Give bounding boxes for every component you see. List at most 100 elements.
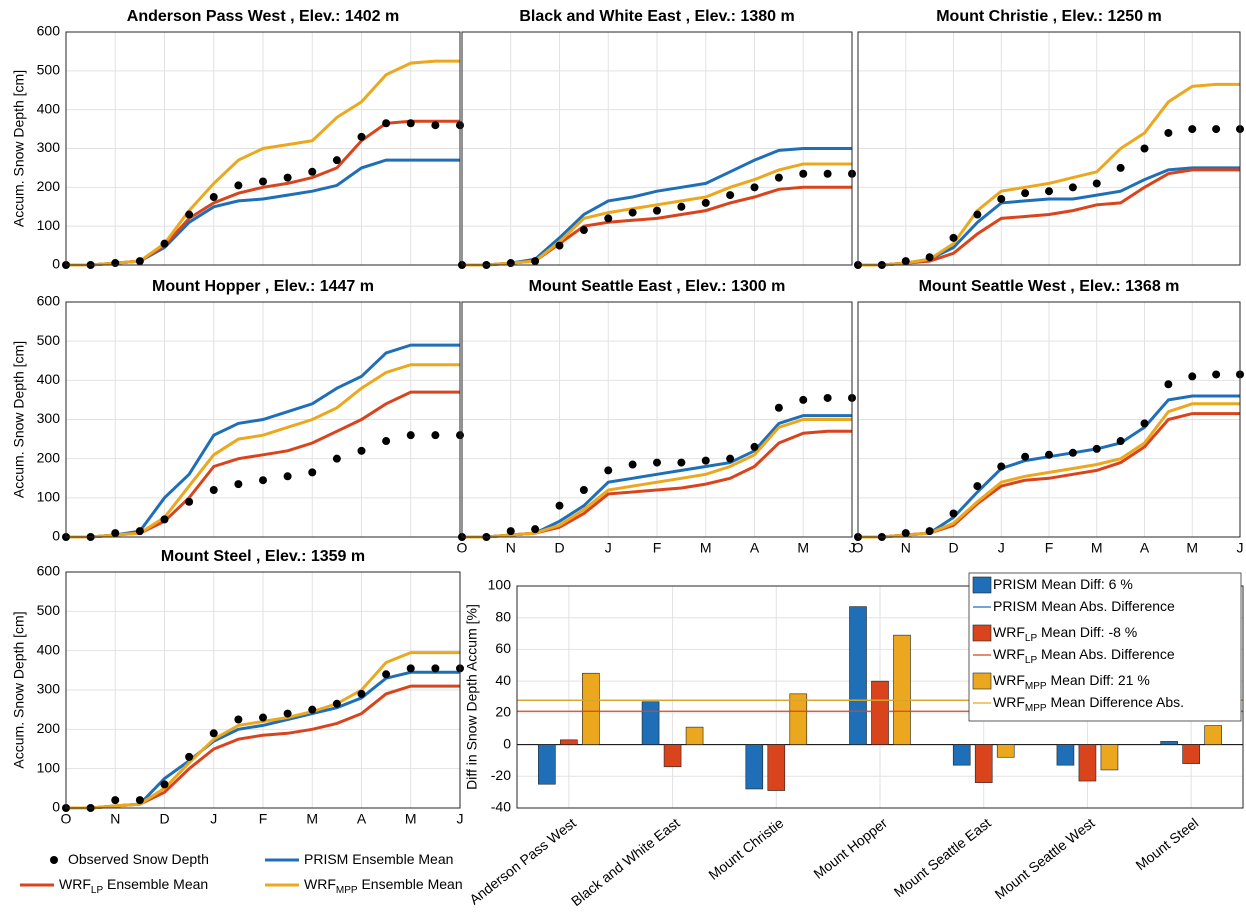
y-tick-label: 400 xyxy=(37,371,61,387)
observed-point xyxy=(332,699,341,708)
observed-point xyxy=(925,253,934,262)
observed-point xyxy=(1188,372,1197,381)
y-axis-label: Accum. Snow Depth [cm] xyxy=(11,611,27,768)
y-tick-label: -40 xyxy=(491,799,511,815)
legend-label: WRFMPP Ensemble Mean xyxy=(304,876,463,896)
observed-point xyxy=(259,177,267,186)
bar xyxy=(560,739,578,745)
x-tick-label: Mount Seattle East xyxy=(891,815,994,901)
bar xyxy=(789,693,808,745)
observed-point xyxy=(185,210,194,219)
observed-point xyxy=(135,257,144,266)
y-tick-label: 200 xyxy=(37,449,61,465)
text-part: Mean Difference Abs. xyxy=(1047,694,1184,710)
bar xyxy=(1182,744,1200,764)
legend-label: PRISM Mean Abs. Difference xyxy=(993,598,1175,614)
y-tick-label: 400 xyxy=(37,641,61,657)
y-tick-label: 500 xyxy=(37,332,61,348)
bar xyxy=(952,744,971,766)
y-tick-label: 400 xyxy=(37,100,61,116)
series-line xyxy=(66,363,460,539)
observed-point xyxy=(308,705,317,714)
x-tick-label: D xyxy=(948,540,958,556)
x-tick-label: Anderson Pass West xyxy=(466,815,579,908)
observed-point xyxy=(1140,419,1149,428)
observed-point xyxy=(135,527,144,536)
observed-point xyxy=(406,119,415,128)
observed-point xyxy=(185,752,194,761)
observed-point xyxy=(555,501,564,510)
observed-point xyxy=(628,208,637,217)
observed-point xyxy=(997,462,1006,471)
axes-frame xyxy=(857,301,1241,538)
observed-point xyxy=(332,454,341,463)
observed-point xyxy=(1188,125,1197,134)
legend-label: PRISM Mean Diff: 6 % xyxy=(993,576,1133,592)
text-part: WRF xyxy=(993,646,1025,662)
observed-point xyxy=(555,241,564,250)
observed-point xyxy=(308,468,317,477)
observed-point xyxy=(1068,448,1077,457)
observed-point xyxy=(1045,450,1053,459)
observed-point xyxy=(357,132,366,141)
x-tick-label: Black and White East xyxy=(568,815,683,910)
text-part: Mean Diff: 21 % xyxy=(1047,672,1150,688)
observed-point xyxy=(431,431,440,440)
text-part: WRF xyxy=(59,876,91,892)
observed-point xyxy=(209,193,218,202)
x-tick-label: A xyxy=(357,811,367,827)
observed-point xyxy=(382,437,391,446)
observed-point xyxy=(1021,189,1030,198)
x-tick-label: N xyxy=(110,811,120,827)
y-tick-label: 0 xyxy=(503,735,511,751)
observed-point xyxy=(949,509,958,518)
observed-point xyxy=(726,454,735,463)
observed-point xyxy=(1068,183,1077,192)
observed-point xyxy=(653,206,661,215)
bar xyxy=(849,606,867,745)
observed-point xyxy=(823,169,832,178)
y-tick-label: 500 xyxy=(37,62,61,78)
series-line xyxy=(66,59,460,267)
y-tick-label: 100 xyxy=(488,577,512,593)
x-tick-label: A xyxy=(750,540,760,556)
x-tick-label: J xyxy=(457,811,464,827)
x-tick-label: F xyxy=(1045,540,1054,556)
subscript: MPP xyxy=(1025,681,1047,692)
subscript: MPP xyxy=(336,885,358,896)
bar xyxy=(893,634,911,745)
x-tick-label: D xyxy=(554,540,564,556)
observed-point xyxy=(1164,128,1173,137)
x-tick-label: N xyxy=(506,540,516,556)
x-tick-label: J xyxy=(1237,540,1244,556)
observed-point xyxy=(750,183,759,192)
observed-point xyxy=(531,257,540,266)
y-tick-label: 200 xyxy=(37,178,61,194)
observed-point xyxy=(701,456,710,465)
x-tick-label: O xyxy=(61,811,72,827)
observed-point xyxy=(308,167,317,176)
observed-point xyxy=(774,173,783,182)
observed-point xyxy=(135,796,144,805)
bar xyxy=(641,701,660,745)
observed-point xyxy=(901,529,910,538)
observed-point xyxy=(431,664,440,673)
observed-point xyxy=(701,198,710,207)
x-tick-label: F xyxy=(259,811,268,827)
axes-frame xyxy=(65,571,461,809)
series-line xyxy=(462,418,852,539)
observed-point xyxy=(799,169,808,178)
x-tick-label: J xyxy=(998,540,1005,556)
legend-label: Observed Snow Depth xyxy=(68,851,209,867)
chart-title: Mount Steel , Elev.: 1359 m xyxy=(161,548,365,565)
bar xyxy=(745,744,764,790)
x-tick-label: N xyxy=(901,540,911,556)
x-tick-label: M xyxy=(1186,540,1198,556)
y-axis-label: Accum. Snow Depth [cm] xyxy=(11,341,27,498)
bar xyxy=(663,744,682,768)
chart-title: Black and White East , Elev.: 1380 m xyxy=(519,8,794,25)
text-part: WRF xyxy=(304,876,336,892)
observed-point xyxy=(160,780,169,789)
observed-point xyxy=(1116,163,1125,172)
bar xyxy=(582,672,600,745)
